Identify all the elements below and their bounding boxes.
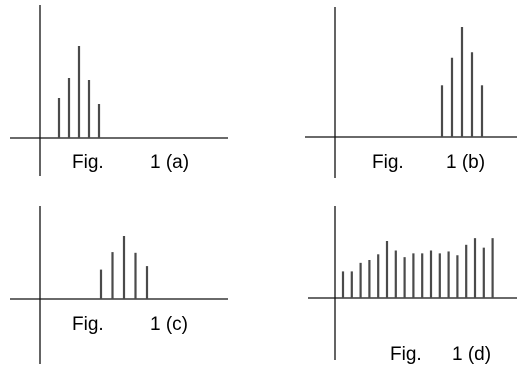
- bars: [57, 46, 101, 138]
- panel-b: Fig. 1 (b): [305, 7, 517, 178]
- figure-label-id: 1 (a): [150, 152, 189, 173]
- figure-label-fig: Fig.: [72, 314, 104, 335]
- figure-label-fig: Fig.: [72, 152, 104, 173]
- panel-d: Fig. 1 (d): [308, 206, 517, 365]
- bars: [99, 236, 149, 299]
- figure-label-id: 1 (d): [452, 344, 491, 365]
- bars: [341, 238, 494, 298]
- figure-label-id: 1 (c): [150, 314, 188, 335]
- bars: [440, 27, 484, 137]
- figure-label-id: 1 (b): [446, 152, 485, 173]
- panel-a: Fig. 1 (a): [10, 5, 228, 176]
- figure-label-fig: Fig.: [372, 152, 404, 173]
- figure-label-fig: Fig.: [390, 344, 422, 365]
- panel-c: Fig. 1 (c): [10, 206, 228, 364]
